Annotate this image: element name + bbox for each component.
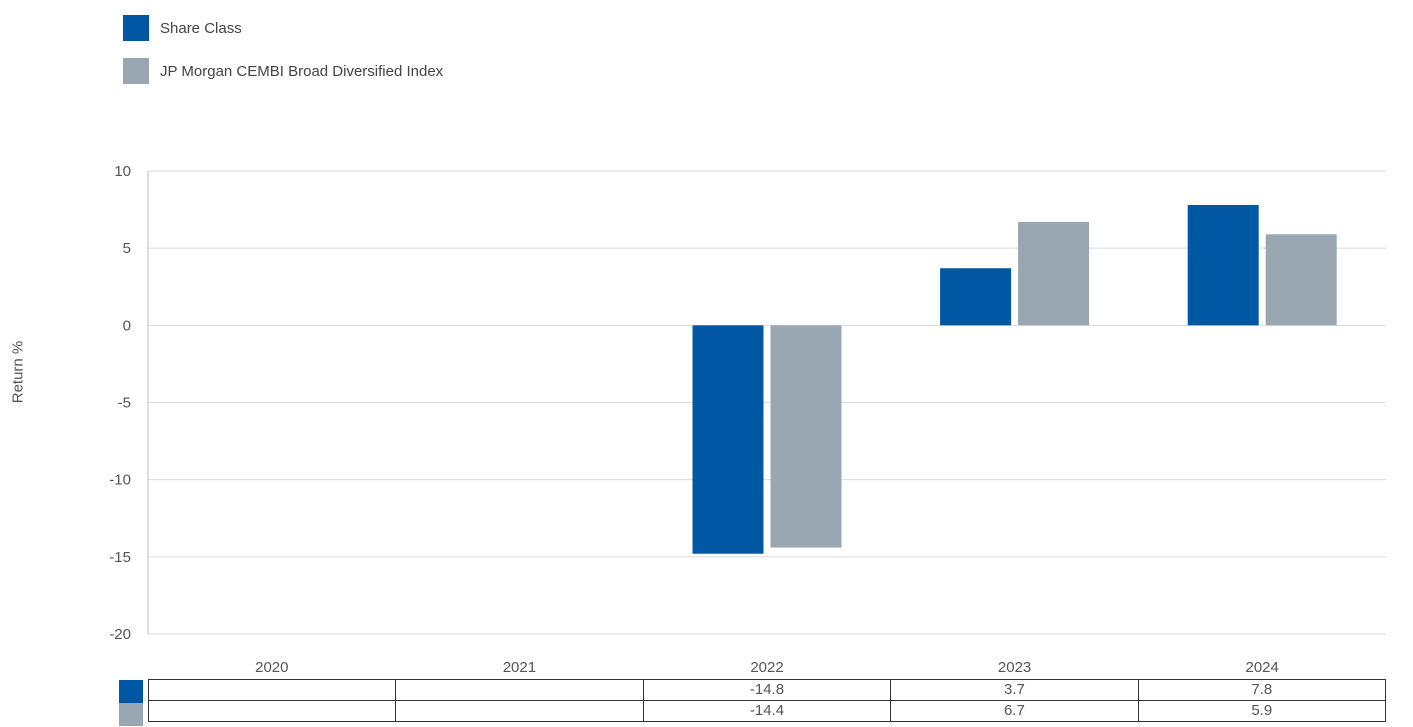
table-swatch-share-class bbox=[119, 680, 143, 703]
table-cell bbox=[395, 700, 644, 722]
y-tick-label: -5 bbox=[118, 395, 131, 412]
x-tick-label: 2023 bbox=[998, 659, 1031, 676]
y-tick-label: -10 bbox=[109, 472, 131, 489]
bar-share-class-2022 bbox=[692, 325, 764, 554]
data-table: -14.8 3.7 7.8 -14.4 6.7 5.9 bbox=[147, 679, 1387, 722]
table-cell: 6.7 bbox=[890, 700, 1139, 722]
legend-item-index: JP Morgan CEMBI Broad Diversified Index bbox=[123, 58, 443, 84]
table-cell: 3.7 bbox=[890, 679, 1139, 701]
y-tick-label: 5 bbox=[123, 240, 131, 257]
table-row-share-class: -14.8 3.7 7.8 bbox=[147, 679, 1387, 701]
table-cell bbox=[395, 679, 644, 701]
y-tick-label: -20 bbox=[109, 626, 131, 643]
bar-index-2024 bbox=[1265, 234, 1337, 326]
table-cell bbox=[147, 700, 397, 722]
bar-share-class-2024 bbox=[1187, 204, 1259, 326]
y-tick-label: 10 bbox=[114, 163, 131, 180]
table-cell: 7.8 bbox=[1137, 679, 1387, 701]
x-tick-label: 2021 bbox=[503, 659, 536, 676]
legend-item-share-class: Share Class bbox=[123, 15, 242, 41]
table-cell: -14.4 bbox=[642, 700, 892, 722]
table-cell: -14.8 bbox=[642, 679, 892, 701]
legend-label-share-class: Share Class bbox=[160, 19, 242, 37]
x-tick-label: 2020 bbox=[255, 659, 288, 676]
table-row-index: -14.4 6.7 5.9 bbox=[147, 700, 1387, 722]
y-tick-label: 0 bbox=[123, 317, 131, 334]
bar-chart: 10 5 0 -5 -10 -15 -20 2020 2021 2022 2023 2024 bbox=[109, 163, 1386, 676]
legend-label-index: JP Morgan CEMBI Broad Diversified Index bbox=[160, 62, 444, 80]
x-tick-label: 2024 bbox=[1246, 659, 1279, 676]
legend-swatch-index bbox=[123, 58, 149, 84]
y-tick-label: -15 bbox=[109, 549, 131, 566]
legend-swatch-share-class bbox=[123, 15, 149, 41]
bar-share-class-2023 bbox=[940, 268, 1012, 326]
bar-index-2023 bbox=[1018, 221, 1090, 326]
table-cell: 5.9 bbox=[1137, 700, 1387, 722]
table-swatch-index bbox=[119, 703, 143, 726]
x-tick-label: 2022 bbox=[750, 659, 783, 676]
table-cell bbox=[147, 679, 397, 701]
bar-index-2022 bbox=[770, 325, 842, 548]
